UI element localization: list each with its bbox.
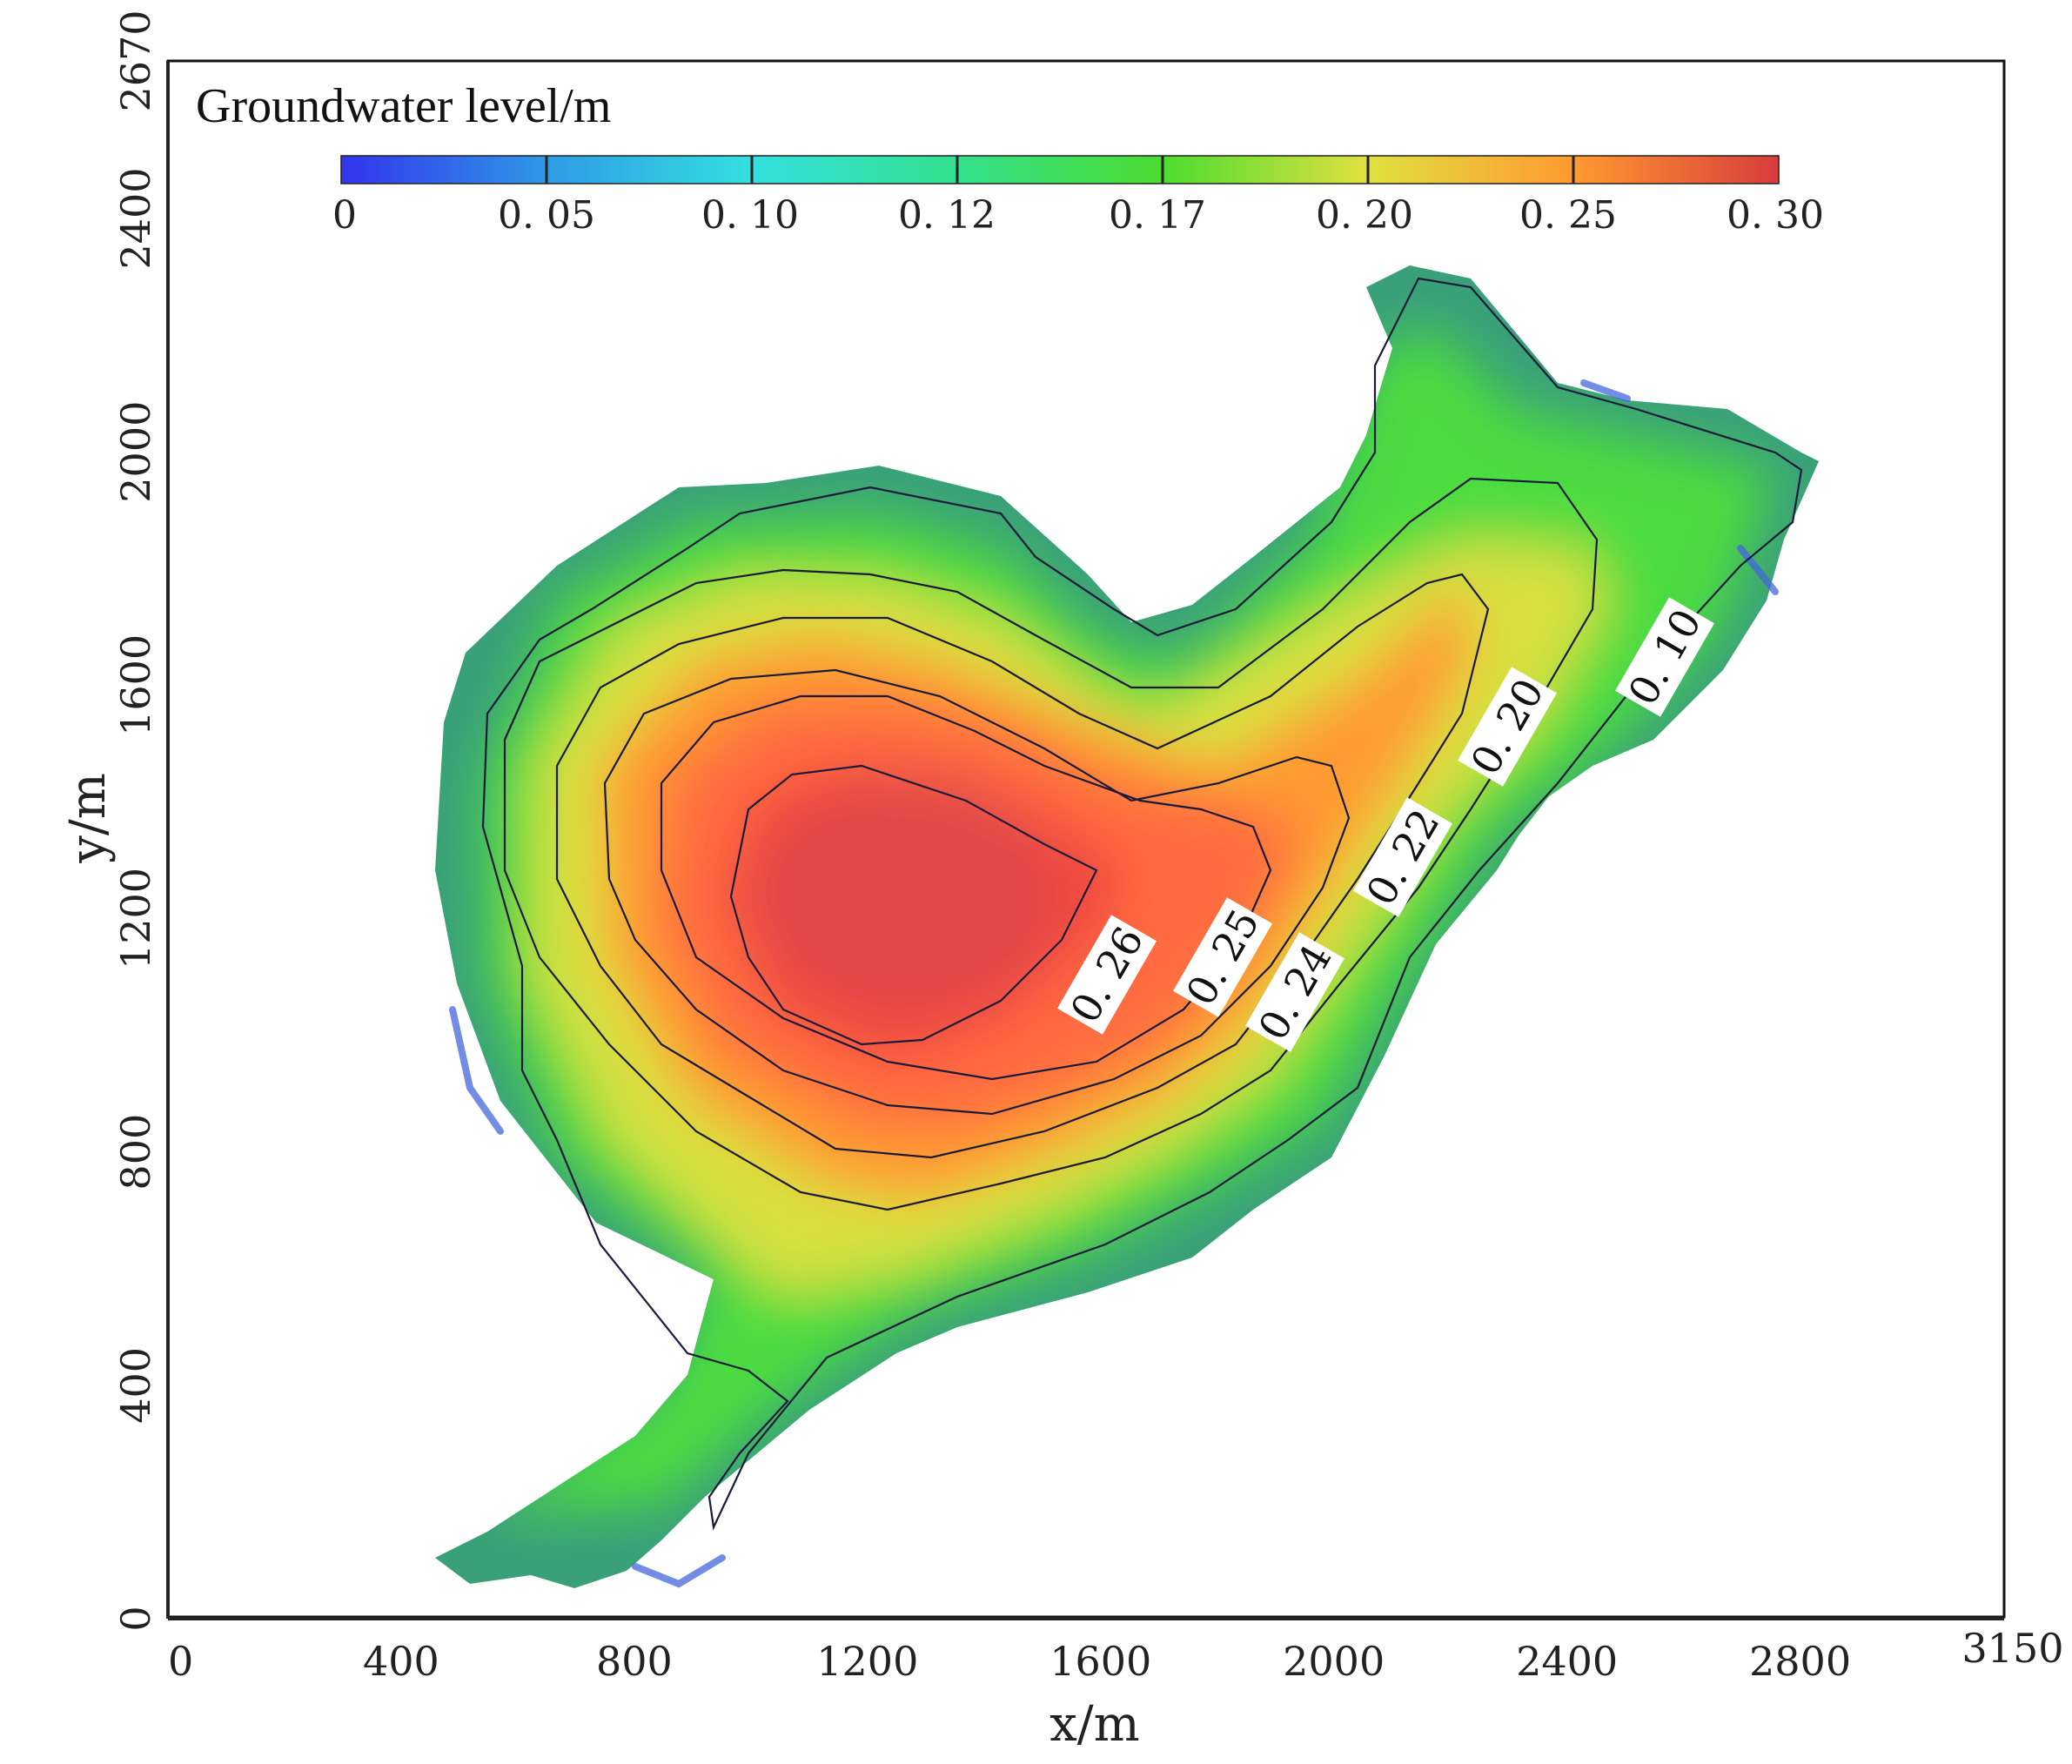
colorbar-title: Groundwater level/m xyxy=(196,79,611,133)
colorbar-label-7: 0. 30 xyxy=(1727,193,1824,238)
y-tick-label: 2670 xyxy=(112,10,159,111)
contour-badge-0-22 xyxy=(1353,797,1452,917)
contour-line-0-20 xyxy=(503,477,1599,1211)
y-axis-ticks: 0 400 800 1200 1600 2000 2400 2670 xyxy=(112,10,159,1631)
y-tick-label: 2000 xyxy=(112,401,159,503)
contour-line-0-22 xyxy=(555,573,1490,1159)
colorbar-gradient xyxy=(340,155,1780,184)
colorbar-label-6: 0. 25 xyxy=(1519,193,1617,238)
y-axis-title: y/m xyxy=(60,773,117,864)
x-tick-label: 2000 xyxy=(1283,1638,1385,1685)
contour-lines xyxy=(481,277,1803,1531)
x-tick-label: 800 xyxy=(596,1638,673,1685)
contour-badge-0-24 xyxy=(1245,932,1344,1052)
x-tick-label: 1200 xyxy=(816,1638,918,1685)
x-tick-label: 400 xyxy=(363,1638,439,1685)
colorbar-label-5: 0. 20 xyxy=(1316,193,1413,238)
y-tick-label: 400 xyxy=(112,1347,159,1424)
x-tick-label: 1600 xyxy=(1049,1638,1151,1685)
contour-line-0-26 xyxy=(729,764,1098,1046)
contour-badge-0-25 xyxy=(1173,897,1272,1017)
x-axis-ticks: 0 400 800 1200 1600 2000 2400 2800 3150 xyxy=(168,1625,2064,1685)
y-tick-label: 800 xyxy=(112,1114,159,1191)
contour-badge-0-26 xyxy=(1057,915,1157,1035)
colorbar: Groundwater level/m 0 0. 05 0. 10 0. 12 … xyxy=(196,79,1824,238)
colorbar-ticks xyxy=(545,156,1575,184)
plume-fringe xyxy=(449,379,1779,1588)
colorbar-label-3: 0. 12 xyxy=(898,193,996,238)
y-tick-label: 1200 xyxy=(112,868,159,969)
colorbar-label-4: 0. 17 xyxy=(1109,193,1206,238)
y-tick-label: 2400 xyxy=(112,167,159,269)
x-tick-label: 3150 xyxy=(1961,1625,2063,1672)
contour-badge-0-10 xyxy=(1615,597,1714,717)
y-tick-label: 1600 xyxy=(112,634,159,736)
contour-line-0-24 xyxy=(603,668,1351,1116)
colorbar-label-1: 0. 05 xyxy=(498,193,595,238)
x-tick-label: 2400 xyxy=(1516,1638,1618,1685)
colorbar-label-2: 0. 10 xyxy=(701,193,799,238)
x-tick-label: 2800 xyxy=(1749,1638,1851,1685)
contour-badge-0-20 xyxy=(1458,667,1557,787)
y-tick-label: 0 xyxy=(112,1606,159,1631)
contour-line-0-10 xyxy=(481,277,1803,1531)
colorbar-label-0: 0 xyxy=(332,193,357,238)
contour-badges: 0. 26 0. 25 0. 24 0. 22 0. 20 0. 10 xyxy=(1057,597,1714,1052)
x-tick-label: 0 xyxy=(168,1638,193,1685)
x-axis-title: x/m xyxy=(1049,1696,1140,1753)
contour-line-0-25 xyxy=(660,694,1272,1081)
